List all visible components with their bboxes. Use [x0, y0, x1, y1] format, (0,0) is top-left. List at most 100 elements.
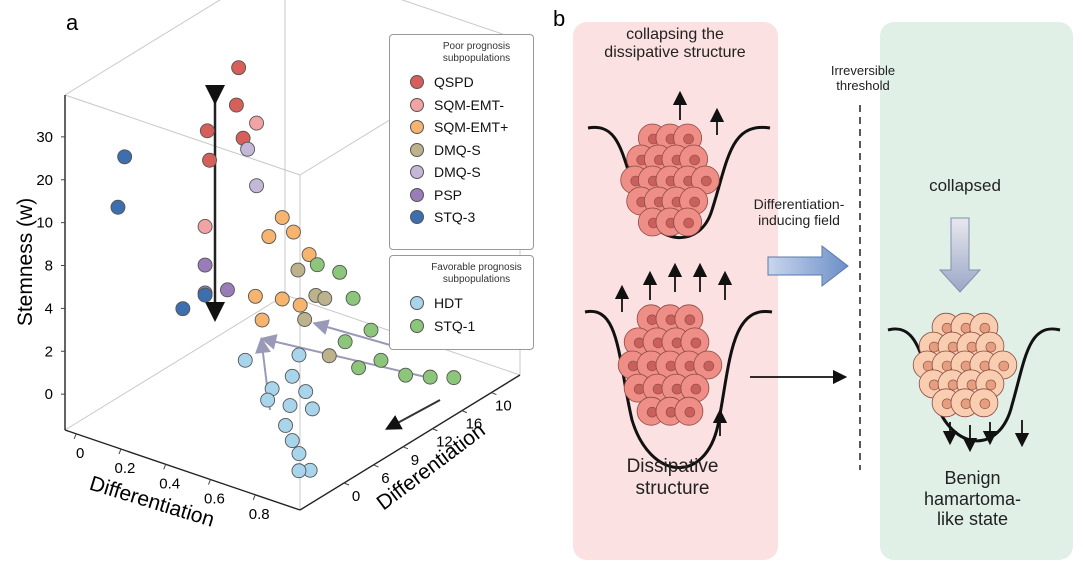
point: [291, 347, 307, 363]
point: [301, 247, 317, 262]
nucleus: [646, 360, 658, 372]
right-panel-bg: [880, 22, 1073, 560]
point: [345, 290, 361, 306]
legend-title: Poor prognosis subpopulations: [442, 41, 511, 64]
legend-entries: HDT STQ-1: [398, 292, 525, 337]
box-edge: [64, 0, 221, 96]
y-tick: [343, 482, 350, 486]
legend-entry: QSPD: [398, 71, 525, 94]
point: [274, 291, 290, 307]
z-tick-label: 30: [36, 129, 53, 146]
legend-label: SQM-EMT+: [434, 119, 509, 136]
scatter-3d: 0 2 4 8 10 20 30 0 0.2 0.4 0.6 0.8 0 6 9 12 16 10 Differen…: [14, 0, 521, 532]
nucleus: [671, 383, 683, 395]
nucleus: [633, 337, 645, 349]
nucleus: [633, 383, 645, 395]
point: [274, 210, 290, 225]
legend-entry: SQM-EMT+: [398, 116, 525, 139]
legend-label: HDT: [434, 295, 463, 312]
nucleus: [985, 341, 997, 353]
point: [317, 291, 333, 306]
nucleus: [998, 360, 1010, 372]
nucleus: [966, 379, 978, 391]
point: [398, 367, 414, 383]
nucleus: [683, 133, 694, 145]
nucleus: [684, 406, 696, 418]
nucleus: [646, 314, 658, 326]
legend-swatch: [410, 97, 424, 112]
x-tick: [252, 494, 256, 500]
point: [291, 463, 307, 479]
point: [309, 257, 325, 273]
point: [249, 178, 265, 194]
y-tick-label: 12: [436, 434, 453, 451]
y-tick: [432, 428, 438, 432]
nucleus: [646, 406, 658, 418]
nucleus: [690, 337, 702, 349]
nucleus: [671, 337, 683, 349]
x-tick-label: 0.6: [204, 491, 225, 508]
diagram: [573, 22, 1073, 560]
z-tick-label: 20: [36, 172, 53, 189]
cell-clusters: [617, 123, 1018, 426]
box-edge: [299, 374, 521, 511]
diagram-label: Dissipative structure: [626, 456, 719, 499]
y-tick-label: 0: [352, 488, 360, 505]
legend-label: SQM-EMT-: [434, 96, 504, 113]
legend-swatch: [410, 210, 424, 225]
x-tick: [208, 479, 211, 485]
nucleus: [665, 406, 677, 418]
nucleus: [960, 322, 972, 334]
point: [228, 97, 244, 113]
y-tick: [402, 446, 409, 450]
y-tick-label: 10: [495, 398, 512, 415]
nucleus: [928, 341, 940, 353]
x-tick-label: 0.2: [115, 460, 136, 477]
y-tick: [461, 410, 468, 414]
point: [337, 334, 353, 350]
nucleus: [627, 360, 639, 372]
point: [197, 257, 213, 273]
legend-entry: DMQ-S: [398, 139, 525, 162]
nucleus: [941, 398, 953, 410]
diagram-label: Irreversible threshold: [830, 63, 896, 93]
point: [290, 262, 306, 278]
trajectory-arrow: [384, 399, 441, 430]
x-tick-label: 0.8: [249, 506, 270, 523]
z-tick-label: 0: [45, 386, 53, 403]
legend-swatch: [410, 187, 424, 202]
point: [240, 141, 256, 157]
collapse-arrow: [938, 217, 982, 293]
point: [197, 219, 213, 234]
legend-title: Favorable prognosis subpopulations: [431, 262, 522, 285]
nucleus: [700, 175, 712, 187]
point: [291, 446, 307, 462]
y-tick: [373, 464, 379, 468]
x-tick: [73, 433, 77, 439]
diagram-label: Differentiation-inducing field: [753, 196, 845, 229]
y-tick: [491, 392, 497, 396]
nucleus: [979, 398, 991, 410]
point: [261, 229, 277, 244]
legend-label: PSP: [434, 186, 463, 203]
nucleus: [928, 379, 940, 391]
point: [197, 287, 213, 303]
nucleus: [665, 314, 677, 326]
panel-label: a: [66, 10, 79, 35]
nucleus: [652, 383, 664, 395]
nucleus: [689, 154, 700, 166]
point: [298, 384, 314, 400]
legend-entry: PSP: [398, 184, 525, 207]
legend-entry: SQM-EMT-: [398, 94, 525, 117]
y-tick-label: 9: [411, 452, 419, 469]
z-tick-label: 4: [45, 300, 53, 317]
point: [446, 370, 462, 386]
point: [422, 369, 438, 385]
legend-entry: STQ-1: [398, 315, 525, 338]
legend-label: STQ-3: [434, 209, 476, 226]
nucleus: [683, 217, 694, 229]
nucleus: [966, 341, 978, 353]
nucleus: [941, 360, 953, 372]
